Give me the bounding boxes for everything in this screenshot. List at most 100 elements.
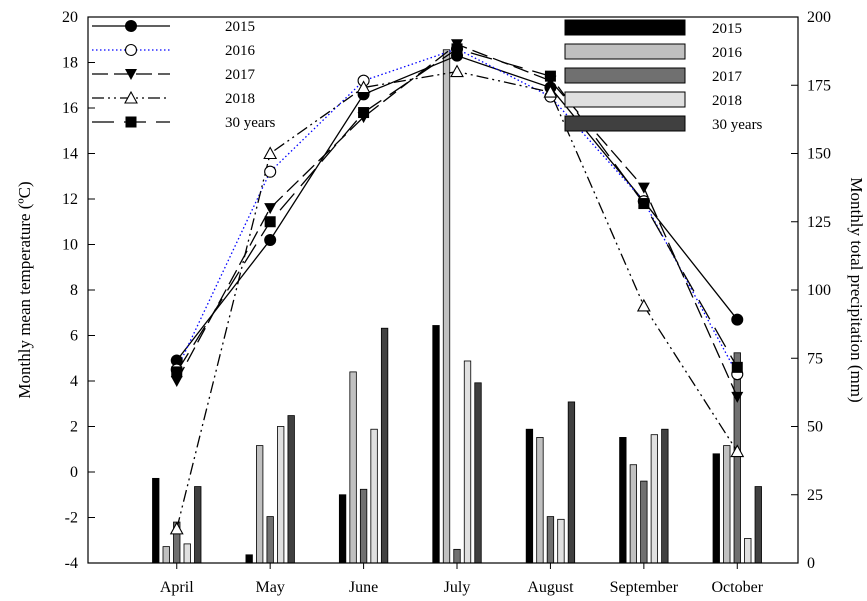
legend-marker-30-years [125,116,137,128]
legend-label-2017: 2017 [225,67,256,83]
left-tick-label: 8 [70,282,78,299]
x-tick-label: September [610,579,679,596]
legend-swatch-2015 [564,19,686,36]
precip-bar-2016-october [723,445,731,564]
precip-bar-2015-may [245,554,253,564]
precip-bar-2017-july [453,548,461,564]
precip-bar-2018-july [463,360,472,564]
x-tick-label: October [712,579,764,596]
precip-bar-30-years-june [380,327,389,564]
left-tick-label: -4 [65,555,78,572]
precip-bar-30-years-may [287,415,295,564]
precip-bar-2018-may [277,426,285,564]
precip-bar-30-years-april [194,486,202,564]
left-tick-label: 16 [62,100,78,117]
right-tick-label: 175 [807,77,831,94]
legend-label-30-years: 30 years [225,115,276,131]
precipitation-bars [152,49,762,564]
precip-bar-2017-june [359,488,368,564]
precip-bar-2018-october [744,538,752,564]
right-tick-label: 200 [807,9,831,26]
temp-point-2017-september [637,182,650,194]
left-axis-title: Monthly mean temperature (ºC) [15,181,34,398]
temperature-legend: 2015 2016 2017 2018 30 years [92,19,276,131]
precip-bar-2018-april [183,543,191,564]
x-tick-label: July [444,579,471,596]
left-tick-label: 20 [62,9,78,26]
axes: -4-2024681012141618200255075100125150175… [62,9,831,596]
left-tick-label: 14 [62,146,78,163]
legend-marker-2017 [125,69,137,80]
precip-bar-2018-august [557,518,565,564]
temp-point-2018-october [730,444,745,458]
x-tick-label: August [527,579,574,596]
precip-bar-2015-april [152,477,160,564]
temp-point-2016-may [264,165,277,178]
legend-label-2015: 2015 [225,19,255,35]
precip-bar-2016-august [536,437,544,564]
legend-label-2018: 2018 [712,93,742,109]
right-tick-label: 75 [807,350,823,367]
x-tick-label: June [349,579,378,596]
legend-label-2015: 2015 [712,21,742,37]
precip-bar-2017-may [266,516,274,564]
right-tick-label: 25 [807,487,823,504]
precip-bar-2017-august [546,516,555,564]
temp-point-30-years-april [171,366,183,378]
left-tick-label: 0 [70,464,78,481]
left-tick-label: 10 [62,237,78,254]
temperature-lines [169,39,745,535]
temp-point-2017-october [731,391,744,403]
precip-bar-2017-october [733,352,741,564]
temp-point-30-years-october [731,361,743,373]
temp-point-2018-september [636,298,651,312]
precip-bar-2016-july [442,49,451,564]
legend-swatch-30-years [564,115,686,132]
legend-label-30-years: 30 years [712,117,763,133]
left-tick-label: 4 [70,373,78,390]
temp-point-2017-april [170,376,183,387]
temp-point-2018-april [169,521,184,535]
temp-point-30-years-may [264,216,276,228]
temp-point-2015-may [264,233,277,246]
precip-bar-30-years-august [567,401,576,564]
precipitation-legend: 2015 2016 2017 2018 30 years [564,19,763,133]
legend-marker-2016 [124,43,138,57]
precip-bar-30-years-september [661,428,669,564]
precip-bar-2015-june [338,494,347,564]
x-tick-label: April [160,579,194,596]
right-tick-label: 125 [807,214,831,231]
right-tick-label: 50 [807,419,823,436]
temp-point-2018-may [263,146,278,160]
left-tick-label: 18 [62,55,78,72]
temp-point-2018-august [543,84,558,98]
precip-bar-2016-september [629,464,638,564]
right-tick-label: 0 [807,555,815,572]
legend-swatch-2016 [564,43,686,60]
left-tick-label: -2 [65,510,78,527]
legend-marker-2015 [125,20,137,32]
temp-point-2017-may [264,203,277,215]
left-tick-label: 2 [70,419,78,436]
legend-swatch-2018 [564,91,686,108]
legend-label-2016: 2016 [225,43,256,59]
legend-swatch-2017 [564,67,686,84]
precip-bar-2017-september [640,480,648,564]
precip-bar-2018-september [650,434,659,564]
precip-bar-2016-june [349,371,357,564]
temp-point-30-years-august [544,70,556,82]
temp-point-2018-june [356,80,371,94]
precip-bar-2015-august [525,428,534,564]
precip-bar-2016-april [162,546,170,564]
legend-marker-2018 [124,90,138,104]
temp-point-30-years-september [638,198,650,210]
precip-bar-2016-may [256,445,264,564]
x-tick-label: May [256,579,285,596]
temp-point-30-years-july [451,43,463,55]
left-tick-label: 12 [62,191,78,208]
precip-bar-30-years-july [474,382,482,564]
temp-point-2018-july [450,64,464,78]
precip-bar-2015-july [432,325,440,564]
legend-label-2017: 2017 [712,69,743,85]
